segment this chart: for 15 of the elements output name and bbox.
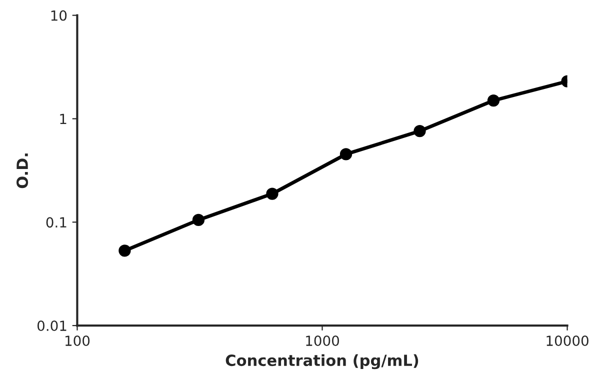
point (118, 244, 131, 257)
y-tick-label: 0.1 (46, 217, 66, 228)
y-tick-label: 0.01 (37, 320, 66, 332)
point (487, 94, 500, 107)
x-tick-label: 1000 (306, 336, 339, 346)
y-axis-title: O.D. (16, 154, 28, 188)
x-axis-title: Concentration (pg/mL) (226, 354, 418, 370)
x-tick-label: 100 (65, 336, 90, 346)
y-tick-label: 1 (60, 114, 66, 124)
y-tick-label: 10 (51, 10, 67, 21)
point (266, 188, 278, 200)
point (414, 124, 426, 138)
x-tick-label: 10000 (546, 336, 588, 346)
point (340, 148, 352, 160)
point (192, 214, 205, 226)
